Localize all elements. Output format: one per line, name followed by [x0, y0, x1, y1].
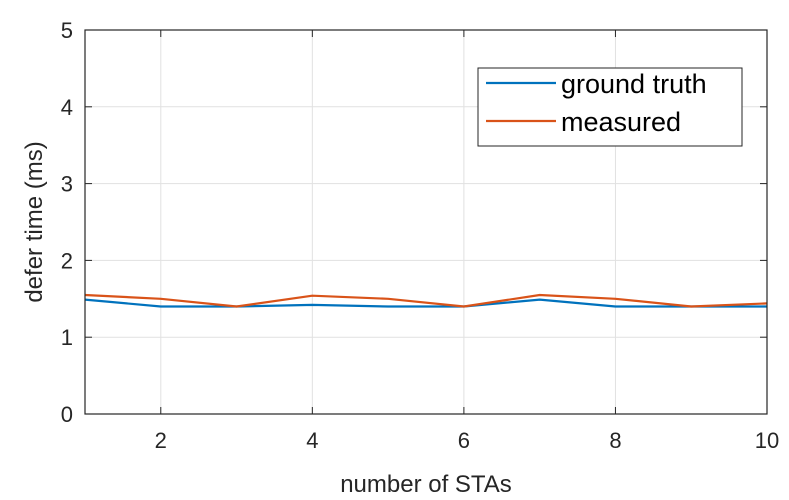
y-tick-label: 2: [61, 248, 73, 273]
y-axis-label: defer time (ms): [21, 141, 48, 302]
legend-label: ground truth: [561, 69, 707, 99]
y-tick-label: 4: [61, 95, 73, 120]
y-tick-label: 3: [61, 172, 73, 197]
x-tick-label: 6: [458, 428, 470, 453]
y-tick-label: 0: [61, 402, 73, 427]
x-axis-label: number of STAs: [340, 471, 512, 498]
axis-ticks: 2 4 6 8 10 0 1 2 3 4 5: [61, 18, 779, 453]
series-line-1: [84, 298, 767, 308]
x-tick-label: 10: [755, 428, 779, 453]
x-tick-label: 4: [306, 428, 318, 453]
y-tick-label: 5: [61, 18, 73, 43]
series-line-2: [84, 293, 768, 308]
series-lines: [84, 293, 768, 308]
y-tick-label: 1: [61, 325, 73, 350]
legend-box: [477, 67, 743, 147]
legend: ground truth measured: [477, 67, 743, 147]
x-tick-label: 8: [609, 428, 621, 453]
legend-label: measured: [561, 107, 681, 137]
plot-frame: [84, 29, 768, 415]
x-tick-label: 2: [155, 428, 167, 453]
